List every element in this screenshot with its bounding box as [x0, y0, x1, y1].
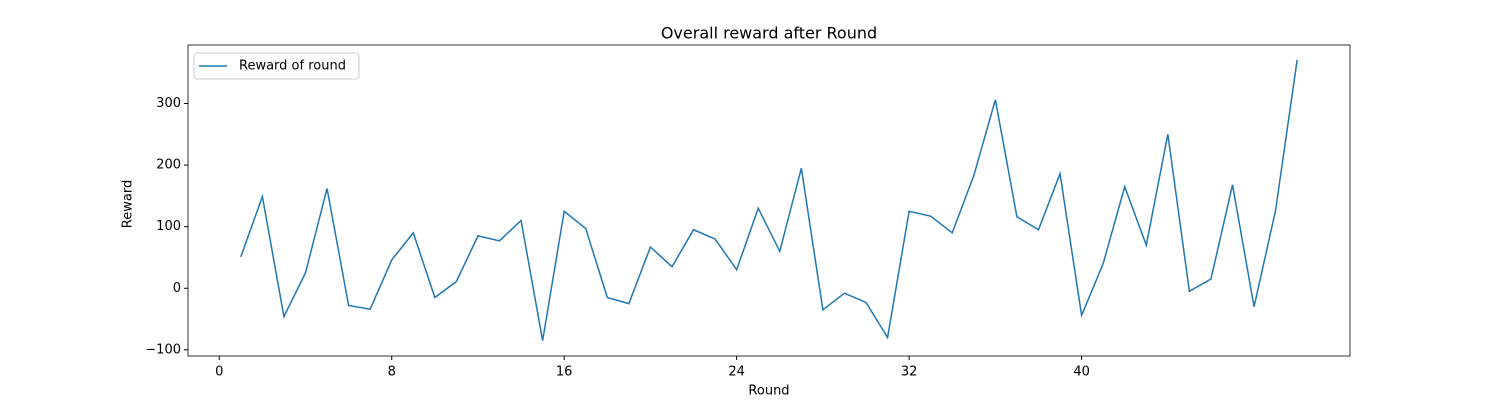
x-tick-label: 24 [728, 365, 745, 380]
y-tick-label: −100 [145, 342, 181, 357]
legend-label: Reward of round [239, 59, 346, 74]
x-axis-label: Round [748, 384, 789, 399]
x-tick-label: 0 [215, 365, 223, 380]
y-tick-label: 100 [156, 219, 181, 234]
plot-frame [187, 44, 1351, 357]
x-tick-label: 32 [901, 365, 918, 380]
y-tick-label: 200 [156, 158, 181, 173]
y-axis-label: Reward [121, 180, 136, 228]
y-tick-label: 300 [156, 96, 181, 111]
x-tick-label: 16 [556, 365, 573, 380]
y-tick-label: 0 [173, 281, 181, 296]
legend-box [193, 52, 360, 80]
x-tick-label: 40 [1073, 365, 1090, 380]
line [240, 59, 1298, 341]
chart-title: Overall reward after Round [661, 24, 877, 43]
x-tick-label: 8 [388, 365, 396, 380]
